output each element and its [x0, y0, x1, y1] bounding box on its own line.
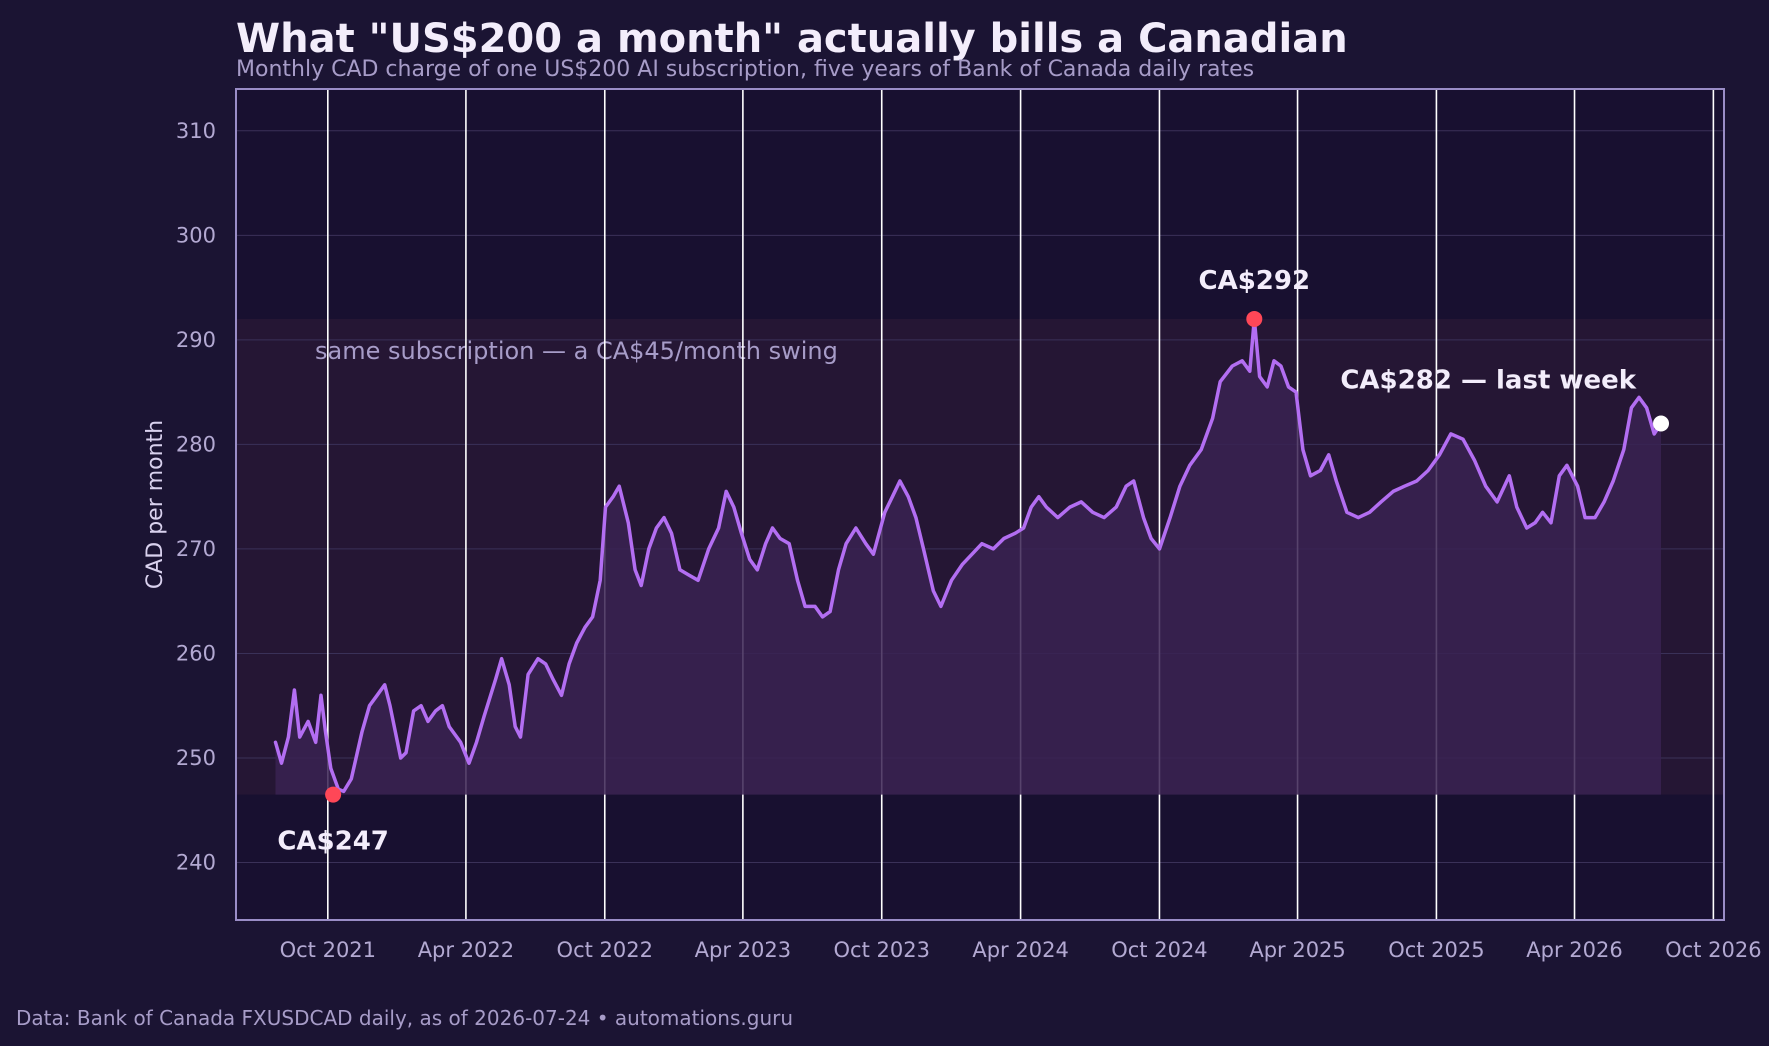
x-tick-label: Apr 2026: [1526, 938, 1622, 962]
x-tick-label: Oct 2024: [1111, 938, 1207, 962]
x-tick-label: Apr 2023: [695, 938, 791, 962]
annotation-label: CA$292: [1199, 266, 1311, 296]
y-tick-label: 270: [176, 537, 216, 561]
chart-title: What "US$200 a month" actually bills a C…: [236, 16, 1348, 62]
x-tick-label: Oct 2022: [557, 938, 653, 962]
y-tick-label: 300: [176, 223, 216, 247]
y-tick-label: 280: [176, 432, 216, 456]
annotation-label: CA$282 — last week: [1340, 365, 1636, 395]
extreme-marker: [325, 786, 342, 803]
y-tick-label: 240: [176, 851, 216, 875]
x-tick-label: Apr 2025: [1249, 938, 1345, 962]
chart-subtitle: Monthly CAD charge of one US$200 AI subs…: [236, 57, 1254, 82]
annotation-label: CA$247: [277, 827, 389, 857]
series-layer: [273, 317, 1663, 795]
x-tick-label: Apr 2022: [418, 938, 514, 962]
y-tick-label: 260: [176, 641, 216, 665]
y-axis-ticks: 240 250 260 270 280 290 300 310: [176, 119, 216, 875]
y-axis-label: CAD per month: [143, 420, 168, 589]
extreme-marker: [1246, 310, 1263, 327]
range-band-label: same subscription — a CA$45/month swing: [315, 337, 838, 365]
x-tick-label: Oct 2021: [280, 938, 376, 962]
plot-frame: [235, 88, 1725, 921]
series-area: [275, 319, 1661, 795]
y-tick-label: 250: [176, 746, 216, 770]
x-tick-label: Oct 2023: [834, 938, 930, 962]
last-value-marker: [1653, 415, 1670, 432]
x-tick-label: Oct 2025: [1388, 938, 1484, 962]
y-tick-label: 310: [176, 119, 216, 143]
series-line: [273, 317, 1663, 794]
x-tick-label: Apr 2024: [972, 938, 1068, 962]
annotations: CA$247 CA$292 CA$282 — last week: [277, 266, 1670, 857]
y-tick-label: 290: [176, 328, 216, 352]
x-axis-ticks: Oct 2021 Apr 2022 Oct 2022 Apr 2023 Oct 2023…: [280, 938, 1762, 962]
x-tick-label: Oct 2026: [1665, 938, 1761, 962]
footer-source: Data: Bank of Canada FXUSDCAD daily, as …: [16, 1006, 793, 1030]
